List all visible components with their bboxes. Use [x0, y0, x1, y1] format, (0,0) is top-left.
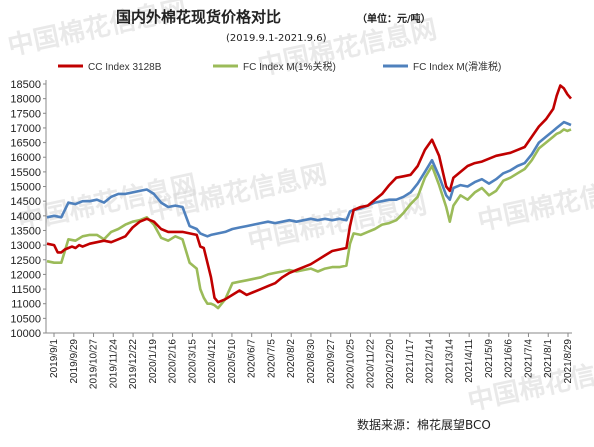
x-tick-label: 2021/1/17	[405, 339, 416, 384]
x-tick-label: 2020/6/7	[247, 339, 258, 378]
x-tick-label: 2019/11/24	[108, 339, 119, 389]
y-tick-label: 16000	[10, 152, 41, 164]
y-tick-label: 13500	[10, 225, 41, 237]
legend: CC Index 3128B FC Index M(1%关税) FC Index M…	[58, 60, 501, 73]
x-tick-label: 2021/4/11	[464, 339, 475, 383]
watermark-text: 中国棉花信息网	[475, 169, 594, 237]
y-tick-label: 16500	[10, 138, 41, 150]
x-tick-label: 2021/5/9	[484, 339, 495, 378]
y-tick-label: 17000	[10, 123, 41, 135]
x-tick-label: 2020/10/25	[346, 339, 357, 389]
x-tick-label: 2021/6/6	[504, 339, 515, 378]
x-tick-label: 2019/10/27	[89, 339, 100, 389]
axes: 10000 10500 11000 11500 12000 12500 13000 13500…	[10, 79, 574, 389]
x-tick-label: 2019/12/22	[128, 339, 139, 389]
y-tick-label: 17500	[10, 108, 41, 120]
x-tick-label: 2020/2/16	[168, 339, 179, 384]
x-tick-label: 2019/9/29	[69, 339, 80, 384]
y-tick-label: 18500	[10, 79, 41, 91]
legend-label-1: FC Index M(1%关税)	[243, 60, 336, 73]
x-tick-label: 2021/2/14	[425, 339, 436, 384]
y-tick-label: 12000	[10, 269, 41, 281]
legend-label-2: FC Index M(滑准税)	[413, 60, 501, 73]
x-tick-label: 2021/8/29	[563, 339, 574, 384]
chart-unit: （单位：元/吨）	[357, 12, 431, 25]
series-line-0	[46, 84, 572, 304]
y-tick-label: 15000	[10, 182, 41, 194]
x-tick-label: 2020/5/10	[227, 339, 238, 384]
series-line-2	[46, 120, 572, 238]
x-tick-label: 2020/8/30	[306, 339, 317, 384]
x-tick-label: 2020/8/2	[286, 339, 297, 378]
x-tick-label: 2020/12/20	[385, 339, 396, 389]
y-tick-label: 14500	[10, 196, 41, 208]
chart-title: 国内外棉花现货价格对比	[116, 8, 281, 26]
x-tick-label: 2020/1/19	[148, 339, 159, 384]
y-tick-label: 10500	[10, 313, 41, 325]
legend-label-0: CC Index 3128B	[88, 62, 162, 73]
chart-subtitle: (2019.9.1-2021.9.6)	[226, 33, 327, 44]
x-tick-label: 2021/8/1	[543, 339, 554, 378]
y-tick-label: 18000	[10, 94, 41, 106]
x-tick-label: 2019/9/1	[49, 339, 60, 378]
y-tick-label: 14000	[10, 211, 41, 223]
watermark-text: 中国棉花信息网	[15, 169, 199, 237]
y-tick-label: 11500	[11, 284, 41, 296]
x-tick-label: 2021/3/14	[444, 339, 455, 384]
x-tick-label: 2020/11/22	[365, 339, 376, 389]
y-tick-label: 12500	[10, 255, 41, 267]
y-tick-label: 10000	[10, 328, 41, 340]
y-tick-label: 11000	[11, 299, 41, 311]
x-tick-label: 2020/9/27	[326, 339, 337, 384]
x-tick-label: 2021/7/4	[523, 339, 534, 378]
y-tick-label: 13000	[10, 240, 41, 252]
series-layer	[46, 84, 572, 310]
x-tick-label: 2020/7/5	[266, 339, 277, 378]
data-source: 数据来源：棉花展望BCO	[357, 417, 491, 432]
x-tick-label: 2020/3/15	[187, 339, 198, 384]
y-tick-label: 15500	[10, 167, 41, 179]
series-line-1	[46, 128, 572, 310]
x-tick-label: 2020/4/12	[207, 339, 218, 384]
